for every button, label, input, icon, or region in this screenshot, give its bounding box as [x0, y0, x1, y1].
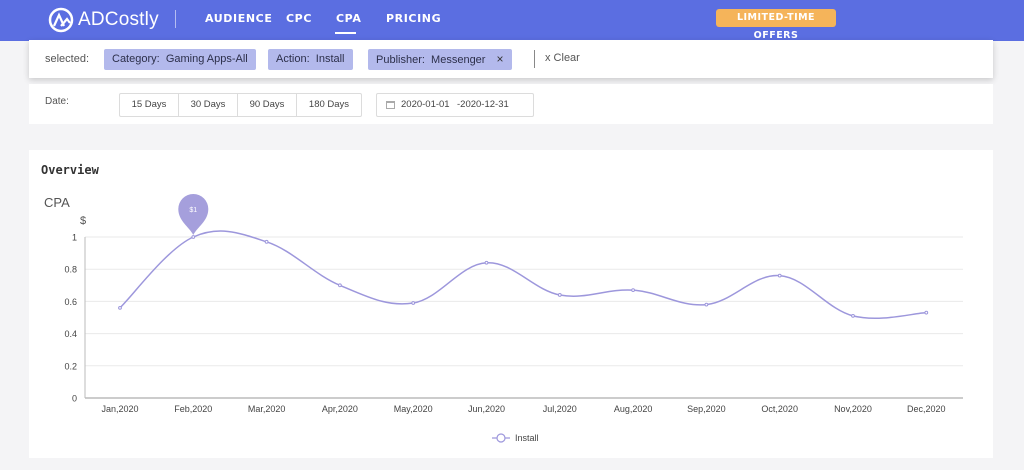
date-label: Date:	[45, 96, 69, 107]
chip-key: Action:	[276, 53, 310, 65]
nav-active-indicator	[335, 32, 356, 34]
selected-label: selected:	[45, 53, 90, 65]
y-tick-label: 0.6	[64, 297, 77, 307]
x-tick-label: Dec,2020	[907, 404, 946, 414]
nav-divider	[175, 10, 176, 28]
x-tick-label: Jan,2020	[101, 404, 138, 414]
data-point	[484, 260, 489, 265]
chart-title: CPA	[44, 195, 70, 210]
clear-divider	[534, 50, 535, 68]
range-end-date: -2020-12-31	[457, 99, 509, 110]
nav-cpa[interactable]: CPA	[336, 12, 362, 25]
overview-card: Overview CPA $0 0.2 0.4 0.6 0.8 1 Jan,2020 Feb,…	[29, 150, 993, 458]
y-tick-label: 1	[72, 233, 77, 243]
x-tick-label: Apr,2020	[322, 404, 358, 414]
adcostly-logo-icon[interactable]	[48, 7, 74, 33]
y-tick-label: 0.4	[64, 329, 77, 339]
preset-15-days-button[interactable]: 15 Days	[120, 94, 179, 116]
date-preset-group: 15 Days 30 Days 90 Days 180 Days	[119, 93, 362, 117]
brand-name[interactable]: ADCostly	[78, 9, 159, 30]
nav-cpc[interactable]: CPC	[286, 12, 313, 25]
x-tick-label: Jul,2020	[543, 404, 577, 414]
filter-chip-category[interactable]: Category: Gaming Apps-All	[104, 49, 256, 70]
filter-chip-publisher[interactable]: Publisher: Messenger ×	[368, 49, 512, 70]
x-tick-label: Jun,2020	[468, 404, 505, 414]
data-point	[557, 293, 562, 297]
legend-marker-icon	[496, 433, 506, 443]
chip-value: Gaming Apps-All	[165, 53, 248, 65]
filter-bar: selected: Category: Gaming Apps-All Acti…	[29, 40, 993, 78]
preset-180-days-button[interactable]: 180 Days	[308, 99, 350, 110]
clear-filters-button[interactable]: x Clear	[545, 52, 580, 64]
data-point	[338, 283, 342, 288]
filter-chip-action[interactable]: Action: Install	[268, 49, 353, 70]
date-filter-card: Date: 15 Days 30 Days 90 Days 180 Days 2…	[29, 84, 993, 124]
max-value-marker	[178, 194, 209, 235]
x-tick-label: Sep,2020	[687, 404, 726, 414]
y-tick-label: 0.2	[64, 361, 77, 371]
calendar-icon	[386, 101, 395, 109]
chip-value: Install	[315, 53, 345, 65]
x-tick-label: May,2020	[394, 404, 433, 414]
data-point	[704, 302, 709, 307]
data-point	[631, 288, 635, 293]
limited-offer-button[interactable]: LIMITED-TIME OFFERS	[716, 9, 836, 41]
x-tick-label: Nov,2020	[834, 404, 872, 414]
y-axis-unit-label: $	[80, 215, 86, 227]
data-point	[777, 273, 782, 278]
data-point	[851, 313, 855, 318]
nav-audience[interactable]: AUDIENCE	[205, 12, 273, 25]
preset-30-days-button[interactable]: 30 Days	[179, 94, 238, 116]
chip-value: Messenger	[431, 54, 486, 66]
data-point	[264, 239, 269, 244]
data-point	[191, 235, 196, 239]
preset-90-days-button[interactable]: 90 Days	[238, 94, 297, 116]
legend-label-install: Install	[515, 433, 539, 443]
max-value-label: $1	[189, 207, 197, 214]
chip-key: Publisher:	[376, 54, 425, 66]
series-line-install	[119, 230, 927, 319]
chip-key: Category:	[112, 53, 160, 65]
y-tick-label: 0.8	[64, 265, 77, 275]
x-tick-label: Mar,2020	[248, 404, 286, 414]
data-point	[118, 305, 122, 310]
nav-pricing[interactable]: PRICING	[386, 12, 442, 25]
x-tick-label: Aug,2020	[614, 404, 653, 414]
range-start-date: 2020-01-01	[401, 99, 450, 110]
cpa-line-chart: $0 0.2 0.4 0.6 0.8 1 Jan,2020 Feb,2020 Mar,2020 A…	[64, 194, 963, 443]
top-nav-bar: ADCostly AUDIENCE CPC CPA PRICING LIMITE…	[0, 0, 1024, 41]
x-tick-label: Oct,2020	[761, 404, 798, 414]
y-tick-label: 0	[72, 394, 77, 404]
date-range-picker[interactable]: 2020-01-01 -2020-12-31	[376, 93, 534, 117]
overview-title: Overview	[41, 163, 99, 177]
data-point	[924, 310, 929, 315]
x-tick-label: Feb,2020	[174, 404, 212, 414]
remove-chip-icon[interactable]: ×	[496, 52, 504, 66]
data-point	[411, 301, 416, 305]
